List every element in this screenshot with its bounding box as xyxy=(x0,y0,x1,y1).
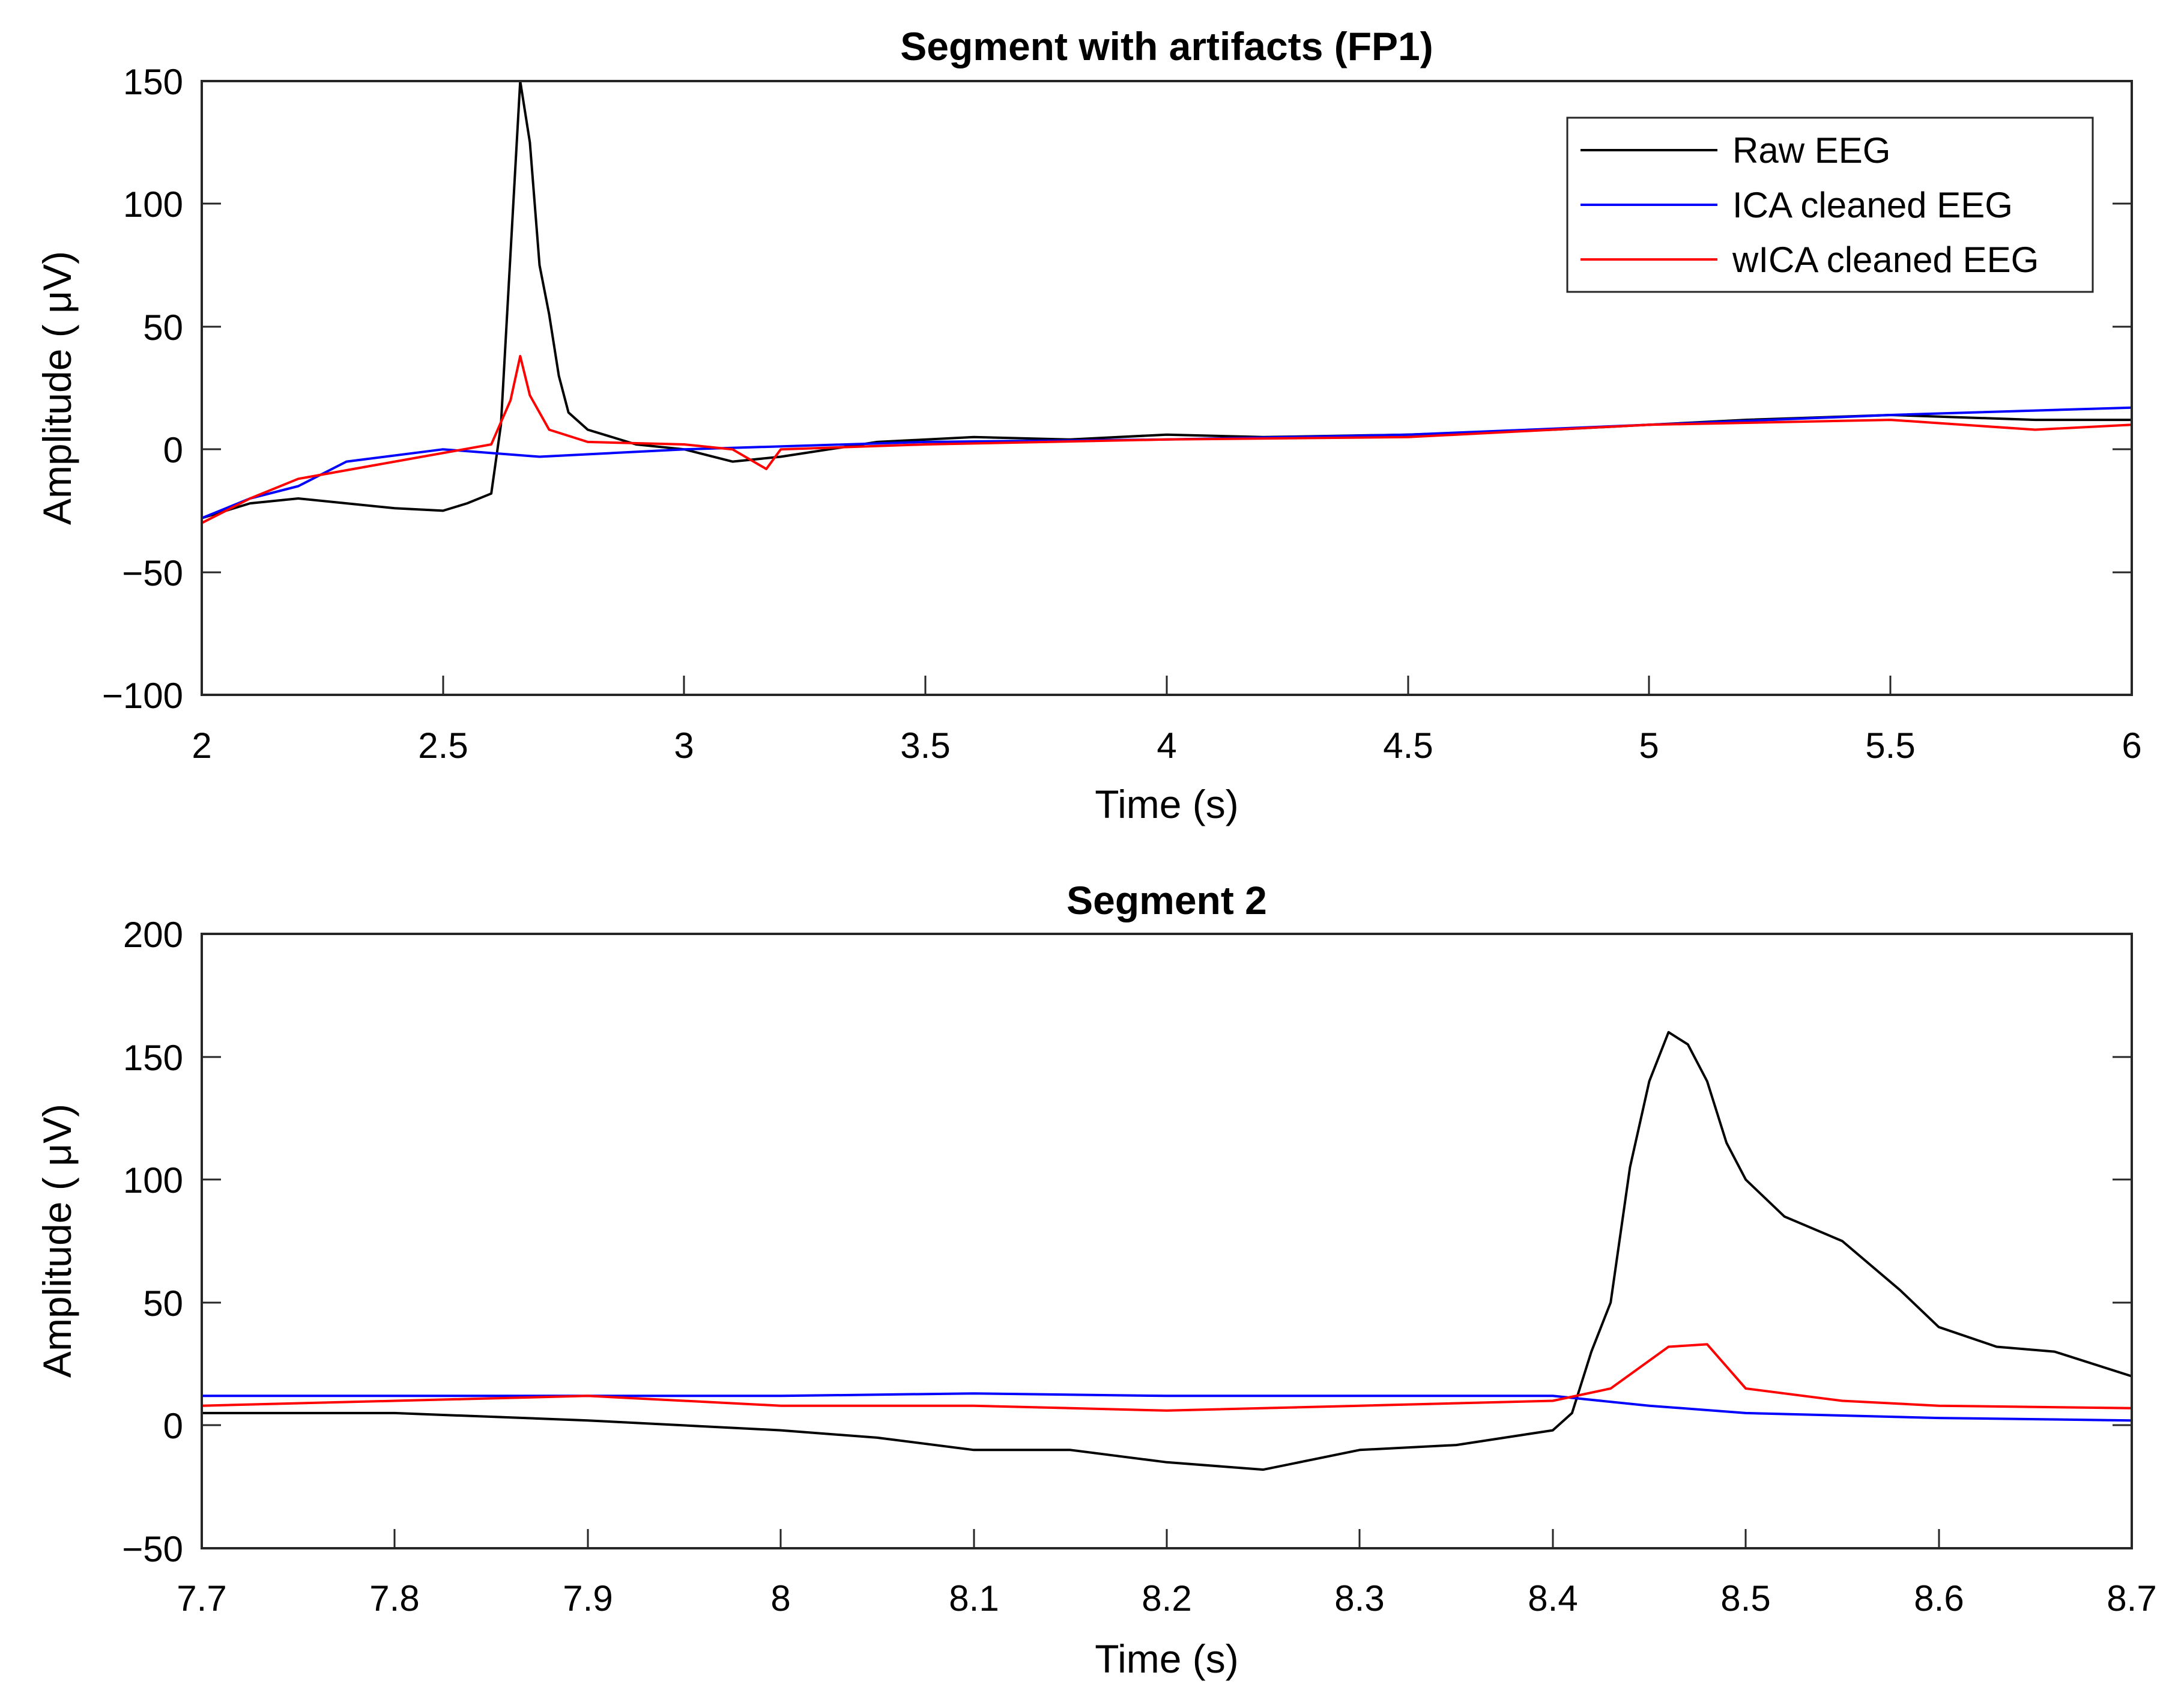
series-layer-1 xyxy=(201,80,2132,524)
x-tick-label: 6 xyxy=(2122,725,2141,766)
x-tick-label: 8.6 xyxy=(1914,1578,1964,1619)
x-tick-label: 2 xyxy=(192,725,211,766)
x-tick-label: 8.5 xyxy=(1720,1578,1770,1619)
legend-label-raw: Raw EEG xyxy=(1732,130,1890,171)
x-tick-label: 7.9 xyxy=(563,1578,613,1619)
y-tick-label: 100 xyxy=(123,184,183,225)
y-tick-label: 100 xyxy=(123,1160,183,1201)
plot-area-2 xyxy=(202,934,2132,1548)
x-tick-label: 2.5 xyxy=(418,725,468,766)
series-line-wica-cleaned-eeg xyxy=(201,1343,2132,1412)
y-tick-label: −100 xyxy=(102,676,183,716)
chart-title-2: Segment 2 xyxy=(1066,878,1267,922)
series-line-wica-cleaned-eeg xyxy=(201,354,2132,524)
y-tick-label: 150 xyxy=(123,1038,183,1078)
x-axis-label-1: Time (s) xyxy=(1095,782,1239,826)
series-line-raw-eeg xyxy=(202,1031,2132,1471)
y-tick-label: 50 xyxy=(143,307,183,348)
x-tick-label: 8.4 xyxy=(1528,1578,1578,1619)
x-tick-label: 5.5 xyxy=(1865,725,1915,766)
x-tick-label: 8.7 xyxy=(2107,1578,2156,1619)
legend-label-ica: ICA cleaned EEG xyxy=(1732,185,2013,225)
x-tick-label: 4.5 xyxy=(1383,725,1433,766)
chart-panel-2: 7.7 7.8 7.9 8 8.1 8.2 8.3 8.4 8.5 8.6 8.… xyxy=(35,878,2157,1681)
x-ticks-2: 7.7 7.8 7.9 8 8.1 8.2 8.3 8.4 8.5 8.6 8.… xyxy=(177,1529,2157,1619)
y-tick-label: 50 xyxy=(143,1283,183,1324)
y-tick-label: −50 xyxy=(122,553,183,593)
y-tick-label: 150 xyxy=(123,62,183,102)
y-ticks-1: 150 100 50 0 −50 −100 xyxy=(102,62,2132,716)
y-axis-label-2: Amplitude ( μV) xyxy=(35,1104,79,1378)
x-axis-label-2: Time (s) xyxy=(1095,1637,1239,1681)
x-tick-label: 4 xyxy=(1157,725,1176,766)
x-tick-label: 8.2 xyxy=(1142,1578,1191,1619)
x-tick-label: 7.8 xyxy=(369,1578,419,1619)
x-tick-label: 8.1 xyxy=(949,1578,999,1619)
y-tick-label: 200 xyxy=(123,915,183,955)
y-ticks-2: 200 150 100 50 0 −50 xyxy=(122,915,2132,1569)
y-axis-label-1: Amplitude ( μV) xyxy=(35,251,79,525)
y-tick-label: −50 xyxy=(122,1529,183,1569)
x-tick-label: 3.5 xyxy=(900,725,950,766)
chart-panel-1: 2 2.5 3 3.5 4 4.5 5 5.5 6 150 100 50 0 xyxy=(35,24,2142,826)
x-tick-label: 8 xyxy=(770,1578,790,1619)
y-tick-label: 0 xyxy=(163,1406,183,1446)
series-layer-2 xyxy=(201,1031,2132,1471)
legend: Raw EEG ICA cleaned EEG wICA cleaned EEG xyxy=(1566,117,2094,293)
x-tick-label: 8.3 xyxy=(1334,1578,1384,1619)
x-ticks-1: 2 2.5 3 3.5 4 4.5 5 5.5 6 xyxy=(192,676,2142,766)
y-tick-label: 0 xyxy=(163,430,183,470)
x-tick-label: 3 xyxy=(674,725,694,766)
x-tick-label: 5 xyxy=(1639,725,1659,766)
chart-title-1: Segment with artifacts (FP1) xyxy=(900,24,1433,68)
x-tick-label: 7.7 xyxy=(177,1578,226,1619)
legend-label-wica: wICA cleaned EEG xyxy=(1732,240,2039,280)
